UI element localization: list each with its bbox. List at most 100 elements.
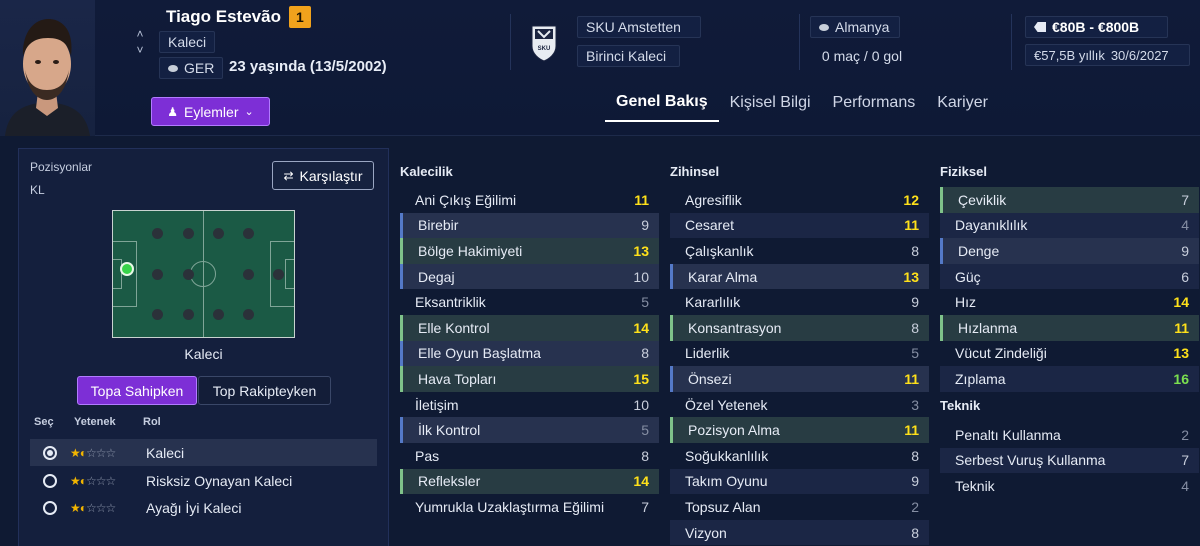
position-dot[interactable] <box>243 228 254 239</box>
tab-personal-info[interactable]: Kişisel Bilgi <box>729 94 811 111</box>
attribute-row[interactable]: Eksantriklik 5 <box>400 289 659 315</box>
position-dot[interactable] <box>152 228 163 239</box>
position-dot[interactable] <box>273 269 284 280</box>
radio-selected-icon[interactable] <box>43 445 57 460</box>
contract-chip: €57,5B yıllık 30/6/2027 <box>1025 44 1190 66</box>
attribute-row[interactable]: Yumrukla Uzaklaştırma Eğilimi 7 <box>400 494 659 520</box>
attribute-row[interactable]: Liderlik 5 <box>670 341 929 367</box>
country-name: Almanya <box>835 19 890 35</box>
attribute-row[interactable]: Pas 8 <box>400 443 659 469</box>
chevron-down-icon[interactable]: ˅ <box>136 43 144 57</box>
attribute-row[interactable]: Soğukkanlılık 8 <box>670 443 929 469</box>
position-dot[interactable] <box>183 228 194 239</box>
wage: €57,5B yıllık <box>1034 47 1105 63</box>
price-tag-icon <box>1034 22 1046 32</box>
position-dot[interactable] <box>213 309 224 320</box>
attribute-row[interactable]: Vücut Zindeliği 13 <box>940 341 1199 367</box>
actions-label: Eylemler <box>184 103 239 120</box>
attribute-row[interactable]: Elle Kontrol 14 <box>400 315 659 341</box>
club-logo-icon: SKU <box>531 25 557 62</box>
attribute-name: Birebir <box>418 217 459 234</box>
position-dot-goalkeeper[interactable] <box>120 262 134 276</box>
radio-icon[interactable] <box>43 500 57 515</box>
attribute-row[interactable]: İletişim 10 <box>400 392 659 418</box>
attribute-row[interactable]: Ani Çıkış Eğilimi 11 <box>400 187 659 213</box>
attribute-value: 16 <box>1173 370 1189 387</box>
position-dot[interactable] <box>213 228 224 239</box>
player-nav-arrows[interactable]: ˄ ˅ <box>133 26 147 62</box>
attribute-row[interactable]: Denge 9 <box>940 238 1199 264</box>
attribute-name: Topsuz Alan <box>685 498 761 515</box>
position-label: Kaleci <box>168 34 207 50</box>
attribute-row[interactable]: Önsezi 11 <box>670 366 929 392</box>
position-dot[interactable] <box>152 309 163 320</box>
attribute-value: 4 <box>1181 217 1189 234</box>
attribute-row[interactable]: Elle Oyun Başlatma 8 <box>400 340 659 367</box>
attribute-row[interactable]: Zıplama 16 <box>940 366 1199 392</box>
club-name-chip[interactable]: SKU Amstetten <box>577 16 701 38</box>
attribute-name: Refleksler <box>418 473 481 490</box>
position-pitch <box>112 210 295 338</box>
squad-role-chip: Birinci Kaleci <box>577 45 680 67</box>
chevron-up-icon[interactable]: ˄ <box>136 27 144 41</box>
country-chip[interactable]: Almanya <box>810 16 900 38</box>
compare-button[interactable]: ⇄ Karşılaştır <box>272 161 374 190</box>
attribute-row[interactable]: Topsuz Alan 2 <box>670 494 929 520</box>
position-dot[interactable] <box>243 309 254 320</box>
attribute-row[interactable]: Teknik 4 <box>940 473 1199 499</box>
position-dot[interactable] <box>183 309 194 320</box>
attribute-row[interactable]: Dayanıklılık 4 <box>940 212 1199 239</box>
flag-icon <box>819 23 829 31</box>
pitch-box-left <box>113 241 137 307</box>
attribute-row[interactable]: Serbest Vuruş Kullanma 7 <box>940 447 1199 474</box>
radio-icon[interactable] <box>43 473 57 488</box>
position-chip: Kaleci <box>159 31 216 53</box>
attribute-row[interactable]: Pozisyon Alma 11 <box>670 417 929 443</box>
attribute-row[interactable]: Çalışkanlık 8 <box>670 238 929 264</box>
attribute-row[interactable]: Güç 6 <box>940 263 1199 290</box>
player-photo <box>0 0 95 136</box>
attribute-value: 10 <box>633 268 649 285</box>
attribute-value: 4 <box>1181 477 1189 494</box>
attribute-row[interactable]: Bölge Hakimiyeti 13 <box>400 238 659 264</box>
attribute-value: 15 <box>633 370 649 387</box>
role-row[interactable]: ★◐☆☆☆ Ayağı İyi Kaleci <box>30 494 377 521</box>
attribute-row[interactable]: Kararlılık 9 <box>670 289 929 315</box>
pitch-position-label: Kaleci <box>184 346 223 362</box>
attribute-value: 14 <box>633 319 649 336</box>
tab-career[interactable]: Kariyer <box>937 94 988 111</box>
attribute-value: 2 <box>911 498 919 515</box>
attribute-name: Hızlanma <box>958 319 1018 336</box>
attribute-row[interactable]: Hız 14 <box>940 289 1199 315</box>
attribute-row[interactable]: Agresiflik 12 <box>670 187 929 213</box>
attribute-row[interactable]: Çeviklik 7 <box>940 187 1199 213</box>
attribute-row[interactable]: Birebir 9 <box>400 212 659 239</box>
position-dot[interactable] <box>243 269 254 280</box>
actions-button[interactable]: ♟ Eylemler ⌄ <box>151 97 270 126</box>
attribute-row[interactable]: Penaltı Kullanma 2 <box>940 422 1199 448</box>
attribute-name: Eksantriklik <box>415 294 486 311</box>
attribute-row[interactable]: Cesaret 11 <box>670 212 929 239</box>
attribute-row[interactable]: Özel Yetenek 3 <box>670 392 929 418</box>
attribute-row[interactable]: Karar Alma 13 <box>670 263 929 290</box>
attribute-name: Takım Oyunu <box>685 473 768 490</box>
position-dot[interactable] <box>152 269 163 280</box>
attribute-row[interactable]: Takım Oyunu 9 <box>670 468 929 495</box>
attribute-row[interactable]: Vizyon 8 <box>670 519 929 546</box>
attribute-row[interactable]: Hızlanma 11 <box>940 315 1199 341</box>
role-row[interactable]: ★◐☆☆☆ Risksiz Oynayan Kaleci <box>30 467 377 494</box>
select-header: Seç <box>34 416 54 428</box>
attribute-row[interactable]: Konsantrasyon 8 <box>670 315 929 341</box>
position-dot[interactable] <box>183 269 194 280</box>
out-of-possession-toggle[interactable]: Top Rakipteyken <box>198 376 331 405</box>
attribute-row[interactable]: Refleksler 14 <box>400 468 659 495</box>
attribute-row[interactable]: Degaj 10 <box>400 263 659 290</box>
attribute-row[interactable]: İlk Kontrol 5 <box>400 417 659 443</box>
tab-performance[interactable]: Performans <box>832 94 916 111</box>
attribute-value: 8 <box>641 447 649 464</box>
attribute-row[interactable]: Hava Topları 15 <box>400 366 659 392</box>
in-possession-toggle[interactable]: Topa Sahipken <box>77 376 197 405</box>
role-row[interactable]: ★◐☆☆☆ Kaleci <box>30 439 377 466</box>
tab-overview[interactable]: Genel Bakış <box>605 84 719 122</box>
attribute-value: 11 <box>1174 319 1189 336</box>
